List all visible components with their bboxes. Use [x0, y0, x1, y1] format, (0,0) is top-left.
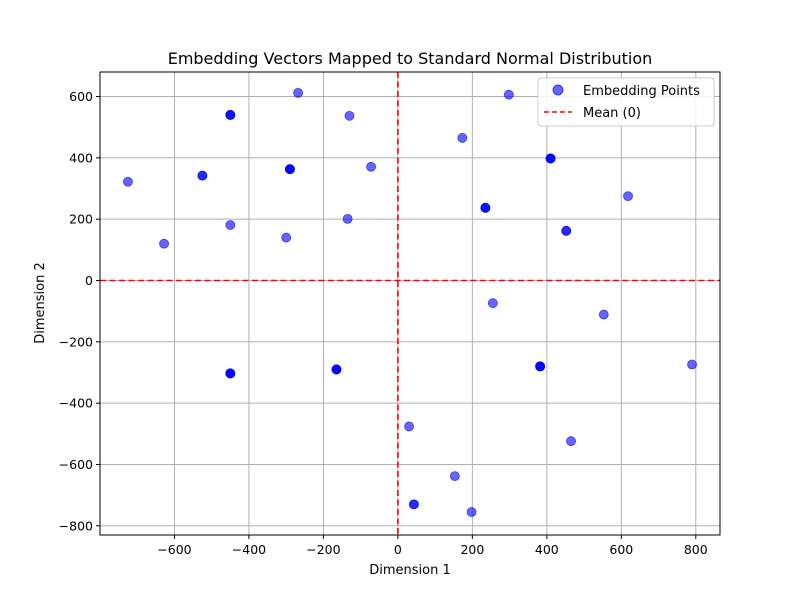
- data-point: [281, 232, 292, 243]
- data-point: [503, 89, 514, 100]
- data-point: [466, 507, 477, 517]
- legend-label-embedding-points: Embedding Points: [583, 84, 700, 99]
- data-point: [487, 298, 498, 309]
- data-point: [342, 213, 353, 224]
- y-tick-label: 0: [85, 273, 93, 288]
- y-tick-label: −400: [59, 396, 93, 411]
- data-point: [293, 87, 304, 98]
- x-tick-label: 800: [684, 542, 708, 557]
- data-point: [123, 176, 133, 187]
- y-tick-label: 600: [69, 89, 93, 104]
- chart-title: Embedding Vectors Mapped to Standard Nor…: [168, 49, 653, 68]
- data-point: [197, 170, 208, 181]
- axis-ticks: −600 −400 −200 0 200 400 600 800 −800 −600 −400 −20…: [59, 89, 708, 557]
- x-tick-label: 0: [394, 542, 402, 557]
- data-point: [404, 421, 414, 432]
- data-point: [535, 361, 546, 372]
- data-point: [623, 191, 633, 202]
- data-point: [225, 368, 236, 379]
- data-point: [225, 220, 236, 230]
- x-axis-label: Dimension 1: [369, 563, 451, 578]
- y-tick-label: −600: [59, 457, 93, 472]
- data-point: [331, 364, 342, 375]
- x-tick-label: 400: [535, 542, 559, 557]
- plot-frame: [99, 71, 721, 536]
- data-point: [561, 225, 572, 236]
- data-point: [409, 499, 419, 510]
- x-tick-label: −600: [157, 542, 191, 557]
- legend-marker-embedding-points: [552, 84, 564, 96]
- data-points: [123, 87, 697, 517]
- data-point: [159, 238, 169, 249]
- data-point: [598, 309, 609, 320]
- data-point: [566, 436, 576, 447]
- legend-label-mean: Mean (0): [583, 106, 641, 121]
- data-point: [225, 110, 236, 120]
- y-tick-label: 400: [69, 150, 93, 165]
- y-tick-label: 200: [69, 212, 93, 227]
- reference-lines: [100, 72, 720, 535]
- data-point: [545, 153, 556, 164]
- legend: Embedding Points Mean (0): [537, 77, 715, 127]
- data-point: [344, 110, 355, 121]
- y-axis-label: Dimension 2: [33, 262, 48, 344]
- x-tick-label: −200: [306, 542, 340, 557]
- x-tick-label: −400: [232, 542, 266, 557]
- data-point: [687, 359, 697, 370]
- data-point: [457, 133, 468, 143]
- legend-box: [537, 77, 715, 127]
- y-tick-label: −800: [59, 518, 93, 533]
- y-tick-label: −200: [59, 334, 93, 349]
- x-tick-label: 600: [609, 542, 633, 557]
- data-point: [449, 471, 460, 482]
- grid: [100, 72, 720, 535]
- data-point: [285, 164, 295, 175]
- x-tick-label: 200: [460, 542, 484, 557]
- data-point: [480, 202, 491, 213]
- data-point: [366, 161, 376, 172]
